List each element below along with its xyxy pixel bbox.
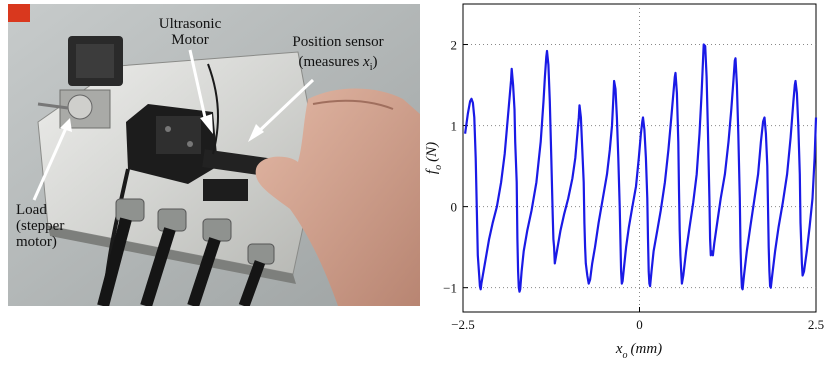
x-axis-label: xo (mm) — [615, 341, 662, 361]
y-tick-label: 0 — [451, 200, 458, 215]
load-pulley — [67, 94, 93, 120]
plot-panel: −2.5 0 2.5 −1 0 1 2 xo (mm) fo(N) — [424, 3, 824, 361]
label-ultrasonic-1: Ultrasonic — [159, 16, 222, 32]
x-ticks: −2.5 0 2.5 — [451, 307, 824, 332]
plate-shadow — [48, 226, 296, 284]
sensor-block — [203, 179, 248, 201]
motor-screw — [187, 141, 193, 147]
x-tick-label: 2.5 — [808, 317, 824, 332]
hand-knuckles — [312, 99, 394, 110]
stepper-motor-face — [76, 44, 114, 78]
label-position-2: (measures xi) — [298, 54, 377, 73]
label-load-2: (stepper — [16, 218, 64, 234]
label-position-1: Position sensor — [292, 34, 383, 50]
label-ultrasonic-2: Motor — [171, 32, 209, 48]
y-ticks: −1 0 1 2 — [443, 38, 468, 296]
bnc-connectors — [97, 198, 275, 306]
y-axis-label: fo(N) — [424, 142, 444, 174]
load-rod — [37, 102, 69, 110]
label-load-3: motor) — [16, 234, 57, 250]
hand — [255, 88, 420, 306]
arrow-load — [32, 127, 68, 201]
y-tick-label: 2 — [451, 38, 458, 53]
motor-top — [156, 116, 201, 154]
label-load-1: Load — [16, 202, 47, 218]
motor-screw — [165, 126, 171, 132]
red-object — [8, 4, 30, 22]
x-tick-label: −2.5 — [451, 317, 475, 332]
series-line — [464, 43, 818, 293]
grid-lines — [463, 4, 816, 312]
cable — [207, 63, 219, 155]
arrow-position — [254, 78, 315, 136]
y-tick-label: 1 — [451, 119, 458, 134]
y-tick-label: −1 — [443, 281, 457, 296]
x-tick-label: 0 — [636, 317, 643, 332]
arrow-ultrasonic — [188, 49, 208, 123]
arrowhead-position — [248, 124, 264, 142]
photo-panel: Ultrasonic Motor Position sensor (measur… — [8, 4, 420, 306]
arrowhead-load — [60, 118, 72, 132]
arrowhead-ultrasonic — [200, 114, 213, 134]
